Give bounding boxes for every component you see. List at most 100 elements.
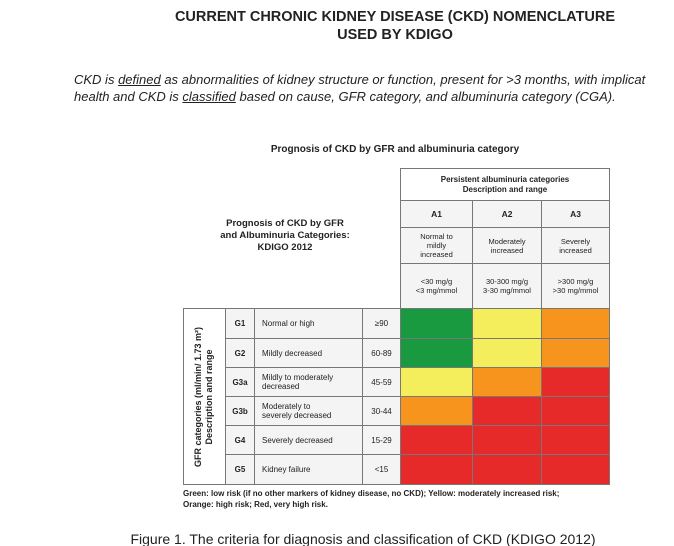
column-desc: Severely increased: [541, 227, 610, 264]
row-range: <15: [362, 454, 401, 485]
title-line: CURRENT CHRONIC KIDNEY DISEASE (CKD) NOM…: [174, 9, 616, 25]
row-range: ≥90: [362, 308, 401, 339]
row-desc: Mildly to moderately decreased: [254, 367, 363, 397]
text: ≥90: [374, 319, 389, 328]
albuminuria-header: Persistent albuminuria categories Descrip…: [400, 168, 610, 201]
risk-cell: [541, 454, 610, 485]
row-desc: Moderately to severely decreased: [254, 396, 363, 426]
text-line: and Albuminuria Categories:: [220, 230, 350, 241]
risk-cell: [541, 308, 610, 339]
row-desc: Severely decreased: [254, 425, 363, 455]
legend: Green: low risk (if no other markers of …: [183, 489, 559, 510]
row-desc: Kidney failure: [254, 454, 363, 485]
row-range: 60-89: [362, 338, 401, 368]
text-line: >30 mg/mmol: [552, 286, 599, 295]
row-code: G3b: [225, 396, 255, 426]
text-line: GFR categories (ml/min/ 1.73 m²): [193, 326, 204, 467]
text-line: Description and range: [462, 184, 548, 194]
risk-cell: [472, 338, 542, 368]
text: CKD is: [74, 72, 119, 87]
column-desc: Normal to mildly increased: [400, 227, 473, 264]
text-line: >300 mg/g: [557, 277, 594, 286]
text-line: severely decreased: [262, 411, 332, 420]
text: 60-89: [371, 348, 392, 358]
text-line: increased: [490, 245, 524, 255]
text: based on cause, GFR category, and albumi…: [235, 89, 616, 104]
risk-cell: [541, 396, 610, 426]
risk-cell: [400, 454, 473, 485]
column-range: >300 mg/g >30 mg/mmol: [541, 263, 610, 309]
text-line: Normal or high: [262, 319, 315, 328]
text: G5: [234, 465, 246, 474]
text-line: increased: [420, 250, 453, 259]
risk-cell: [400, 308, 473, 339]
corner-label: Prognosis of CKD by GFR and Albuminuria C…: [200, 218, 370, 254]
text: G4: [234, 435, 246, 445]
risk-cell: [541, 425, 610, 455]
risk-cell: [472, 308, 542, 339]
text-line: <30 mg/g: [420, 277, 453, 286]
text: A3: [570, 208, 581, 219]
text-line: Mildly to moderately: [262, 373, 334, 382]
column-range: <30 mg/g <3 mg/mmol: [400, 263, 473, 309]
column-range: 30-300 mg/g 3-30 mg/mmol: [472, 263, 542, 309]
text: 30-44: [371, 406, 392, 416]
text-line: 30-300 mg/g: [485, 277, 529, 286]
text-line: Kidney failure: [262, 465, 311, 474]
text-line: Normal to: [420, 232, 453, 241]
row-code: G5: [225, 454, 255, 485]
row-range: 30-44: [362, 396, 401, 426]
risk-cell: [400, 425, 473, 455]
text-line: Green: low risk (if no other markers of …: [183, 489, 560, 498]
risk-cell: [400, 396, 473, 426]
text-line: <3 mg/mmol: [415, 286, 458, 295]
risk-cell: [472, 454, 542, 485]
row-code: G1: [225, 308, 255, 339]
text: health and CKD is: [74, 89, 183, 104]
text-line: mildly: [426, 241, 447, 250]
risk-cell: [400, 367, 473, 397]
figure-title: Prognosis of CKD by GFR and albuminuria …: [270, 144, 520, 155]
text: G2: [234, 348, 246, 358]
text-line: increased: [559, 245, 592, 255]
text-line: Description and range: [204, 348, 215, 445]
text-line: Persistent albuminuria categories: [440, 174, 570, 184]
row-desc: Mildly decreased: [254, 338, 363, 368]
text: 15-29: [371, 435, 392, 445]
caption: Figure 1. The criteria for diagnosis and…: [130, 531, 596, 546]
text: defined: [118, 72, 161, 87]
risk-cell: [541, 338, 610, 368]
intro-line: CKD is defined as abnormalities of kidne…: [74, 72, 645, 87]
row-desc: Normal or high: [254, 308, 363, 339]
text: G1: [234, 319, 246, 328]
text-line: KDIGO 2012: [257, 242, 313, 253]
intro-line: health and CKD is classified based on ca…: [74, 89, 616, 104]
text: 45-59: [371, 377, 392, 387]
text-line: Moderately: [488, 236, 526, 246]
risk-cell: [541, 367, 610, 397]
text-line: 3-30 mg/mmol: [483, 286, 531, 295]
text-line: Moderately to: [262, 402, 311, 411]
side-label: GFR categories (ml/min/ 1.73 m²) Descript…: [183, 308, 226, 485]
text-line: Severely: [560, 236, 591, 246]
risk-cell: [400, 338, 473, 368]
risk-cell: [472, 425, 542, 455]
column-code: A1: [400, 200, 473, 228]
text-line: Severely decreased: [262, 435, 333, 445]
text-line: Mildly decreased: [262, 348, 323, 358]
text: G3a: [232, 377, 248, 387]
row-range: 15-29: [362, 425, 401, 455]
text-line: decreased: [262, 382, 300, 391]
row-range: 45-59: [362, 367, 401, 397]
row-code: G4: [225, 425, 255, 455]
column-code: A3: [541, 200, 610, 228]
text-line: Orange: high risk; Red, very high risk.: [183, 499, 328, 509]
text: A2: [501, 208, 513, 219]
row-code: G2: [225, 338, 255, 368]
column-code: A2: [472, 200, 542, 228]
text: A1: [431, 208, 442, 219]
text-line: Prognosis of CKD by GFR: [226, 218, 344, 229]
risk-cell: [472, 367, 542, 397]
